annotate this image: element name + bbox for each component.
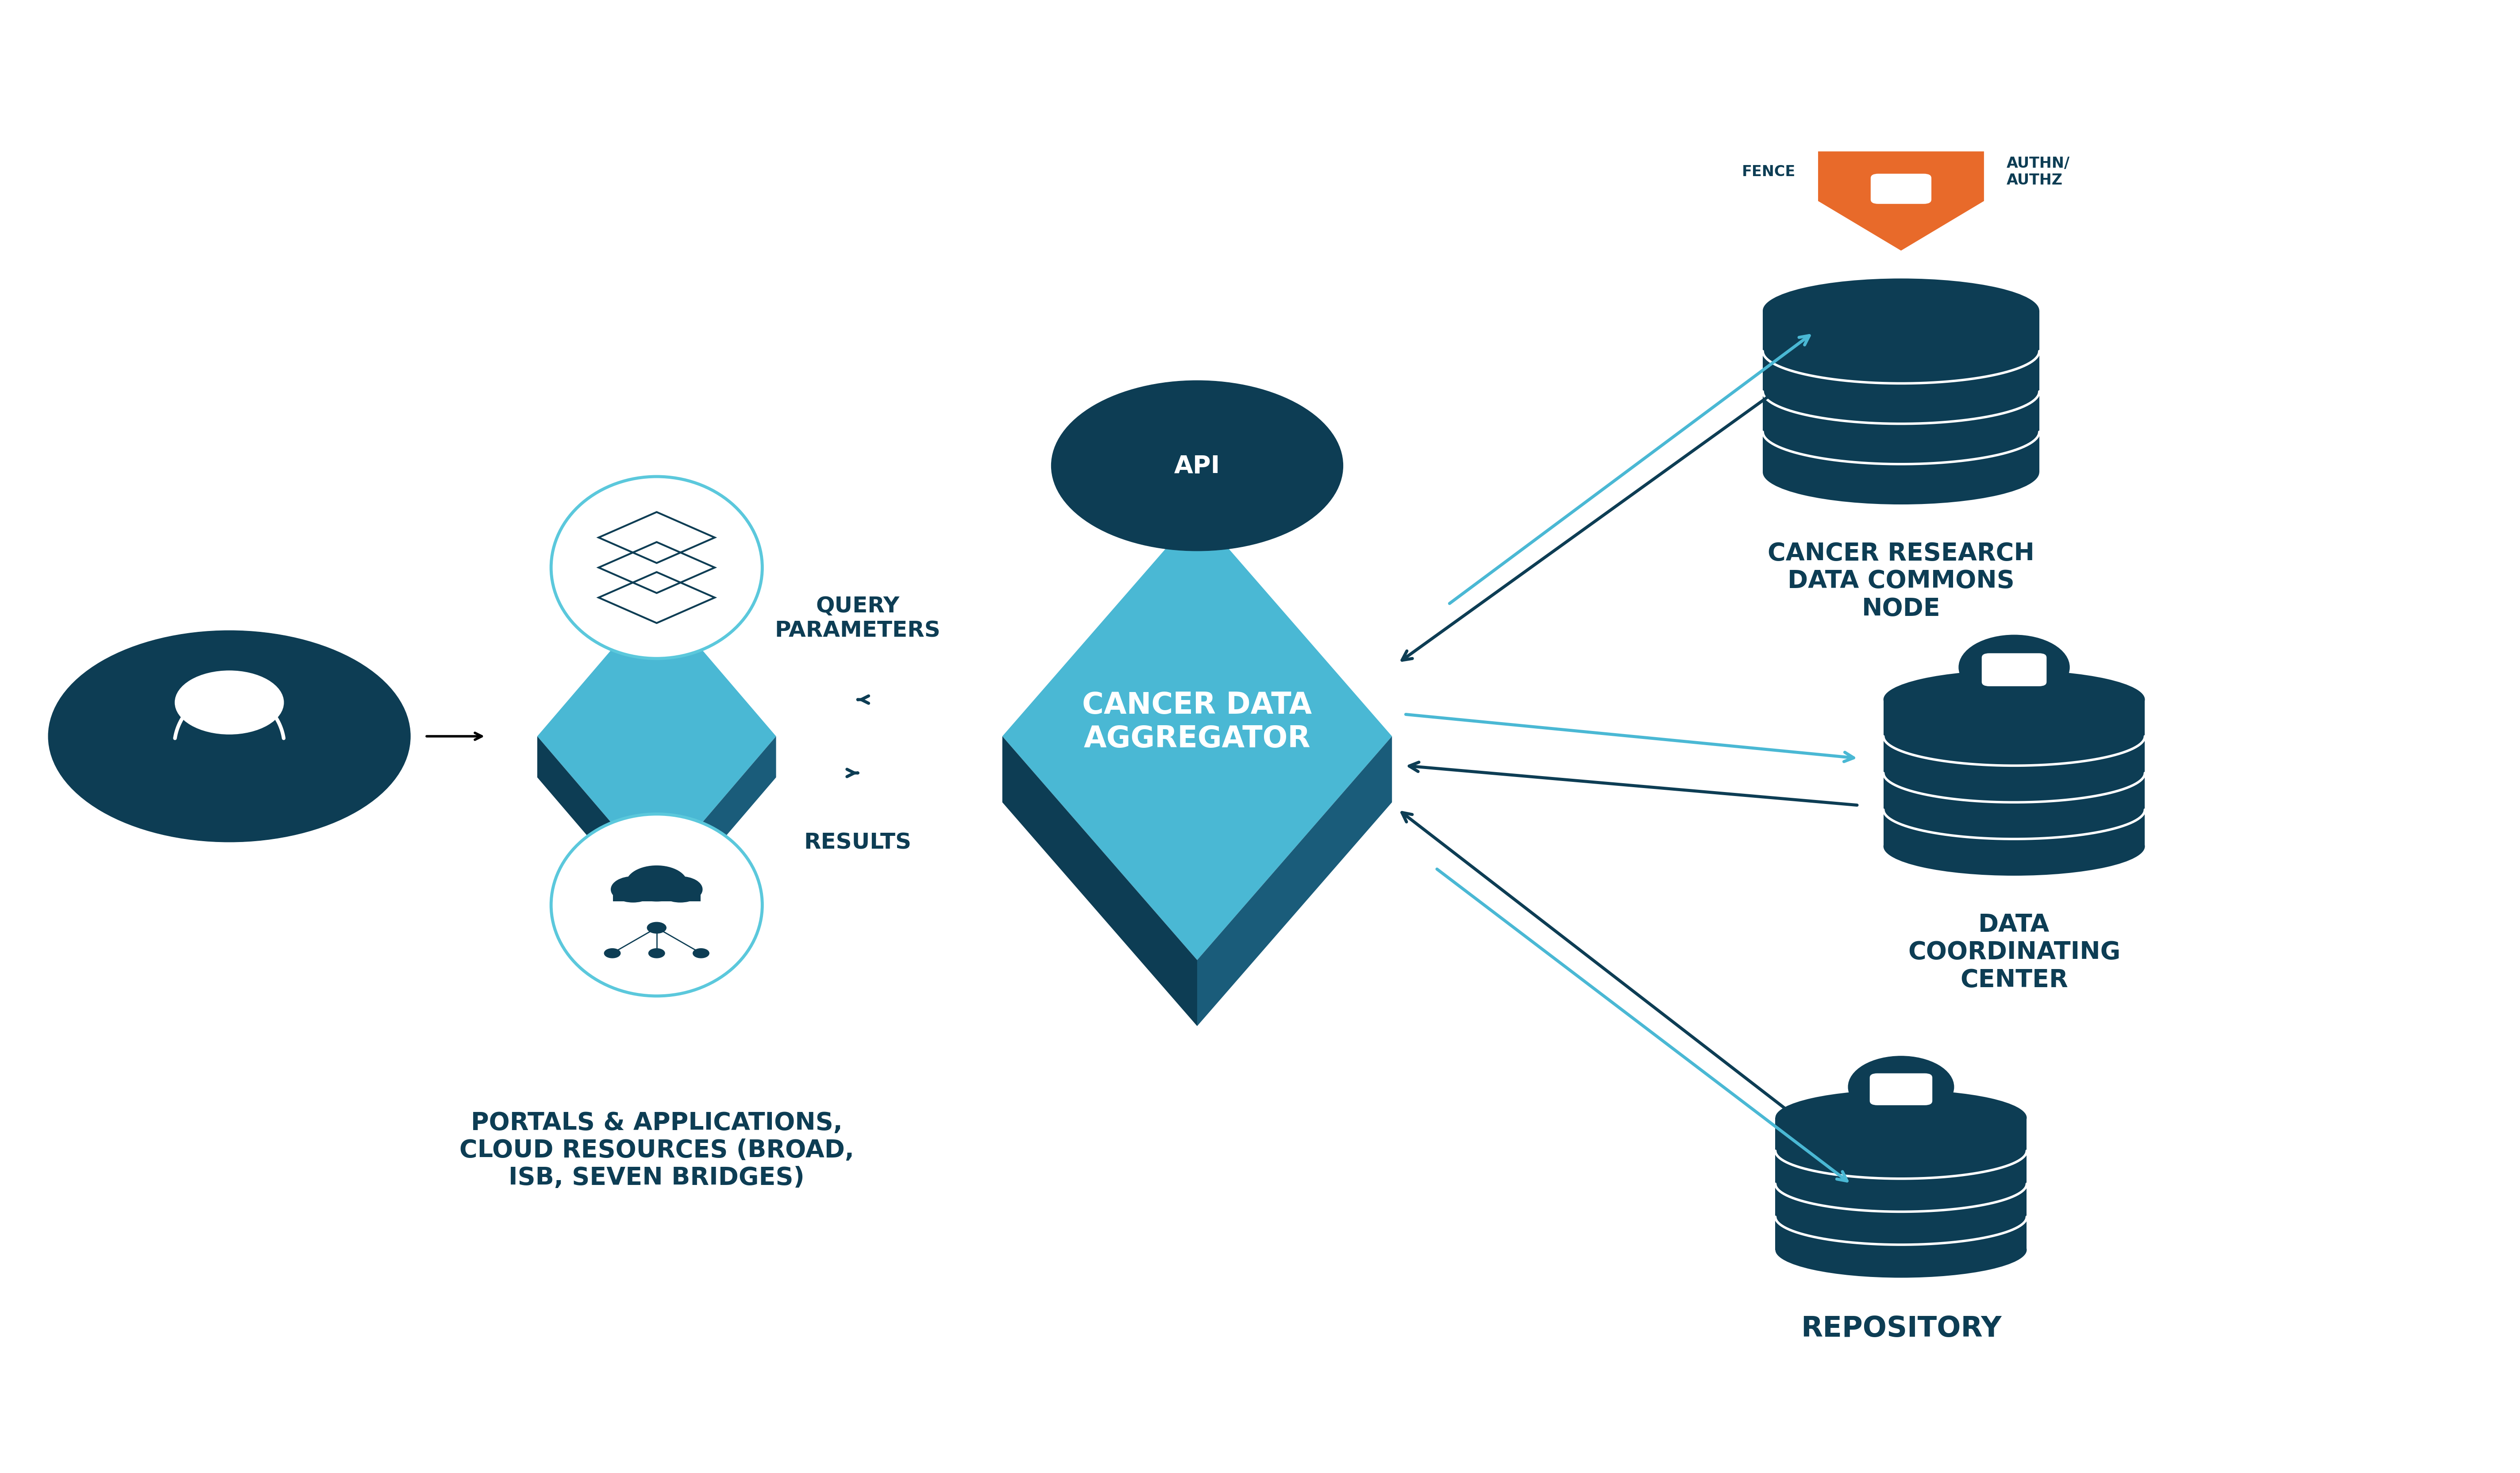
Polygon shape (1003, 513, 1391, 960)
Ellipse shape (1882, 670, 2145, 729)
Circle shape (605, 949, 620, 957)
Polygon shape (1817, 152, 1983, 250)
Circle shape (174, 672, 285, 735)
Text: QUERY
PARAMETERS: QUERY PARAMETERS (774, 595, 940, 641)
Text: DATA
COORDINATING
CENTER: DATA COORDINATING CENTER (1908, 912, 2119, 991)
Text: CANCER DATA
AGGREGATOR: CANCER DATA AGGREGATOR (1081, 691, 1313, 753)
Text: CANCER RESEARCH
DATA COMMONS
NODE: CANCER RESEARCH DATA COMMONS NODE (1767, 542, 2034, 620)
Circle shape (648, 922, 665, 934)
Text: REPOSITORY: REPOSITORY (1802, 1314, 2001, 1342)
Ellipse shape (1774, 1090, 2026, 1146)
Ellipse shape (552, 477, 761, 658)
Circle shape (627, 866, 688, 901)
Ellipse shape (1764, 440, 2039, 505)
Text: FENCE: FENCE (1741, 165, 1794, 180)
FancyBboxPatch shape (1870, 174, 1930, 205)
Ellipse shape (1764, 278, 2039, 343)
Text: AUTHN/
AUTHZ: AUTHN/ AUTHZ (2006, 156, 2069, 187)
Circle shape (610, 876, 655, 903)
FancyBboxPatch shape (1764, 311, 2039, 473)
Text: RESULTS: RESULTS (804, 832, 912, 853)
Ellipse shape (1774, 1223, 2026, 1277)
Ellipse shape (1882, 818, 2145, 876)
Circle shape (1051, 382, 1343, 551)
FancyBboxPatch shape (612, 888, 701, 901)
Circle shape (1958, 635, 2069, 700)
Circle shape (658, 876, 703, 903)
Polygon shape (537, 597, 776, 876)
Polygon shape (658, 736, 776, 916)
Polygon shape (1197, 736, 1391, 1027)
FancyBboxPatch shape (1882, 700, 2145, 847)
Circle shape (648, 949, 665, 957)
Text: API: API (1174, 454, 1220, 477)
FancyBboxPatch shape (1774, 1118, 2026, 1251)
Circle shape (48, 630, 411, 843)
Circle shape (693, 949, 708, 957)
FancyBboxPatch shape (1870, 1074, 1933, 1105)
Text: PORTALS & APPLICATIONS,
CLOUD RESOURCES (BROAD,
ISB, SEVEN BRIDGES): PORTALS & APPLICATIONS, CLOUD RESOURCES … (459, 1111, 854, 1190)
Ellipse shape (552, 815, 761, 996)
Circle shape (1847, 1056, 1953, 1118)
Polygon shape (537, 736, 658, 916)
Polygon shape (1003, 736, 1197, 1027)
FancyBboxPatch shape (1981, 654, 2046, 686)
